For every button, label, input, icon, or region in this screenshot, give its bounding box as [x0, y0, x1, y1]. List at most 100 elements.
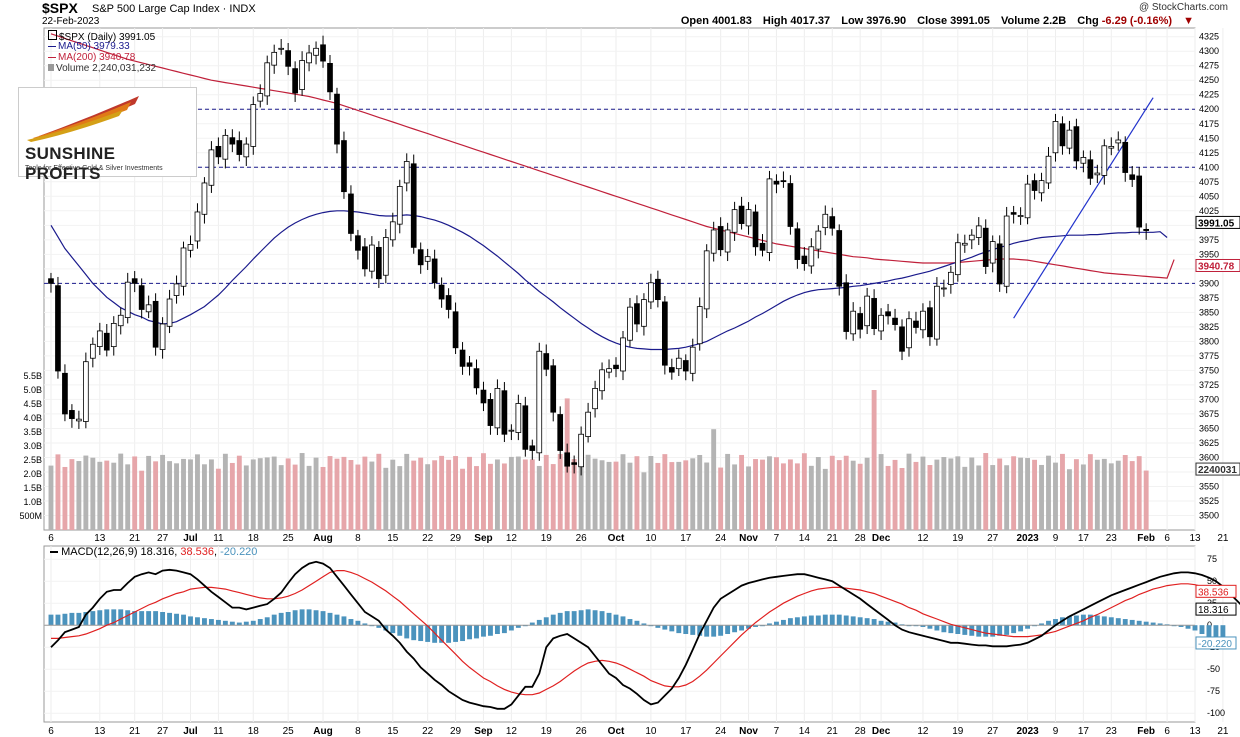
volume-bar — [871, 390, 877, 530]
volume-bar — [334, 458, 340, 530]
macd-hist-bar — [1101, 616, 1107, 626]
candle-body — [375, 246, 382, 280]
candle-body — [382, 237, 389, 276]
macd-hist-bar — [467, 625, 472, 640]
macd-hist-bar — [1025, 625, 1031, 629]
candle-body — [396, 186, 403, 225]
candle-body — [389, 221, 396, 241]
macd-hist-bar — [1066, 616, 1072, 626]
candle-body — [48, 278, 54, 284]
x-tick-label-macd: Oct — [608, 726, 625, 737]
macd-hist-bar — [62, 613, 68, 626]
macd-hist-bar — [690, 625, 696, 635]
candle-body — [487, 399, 494, 426]
y-tick-label: 3750 — [1199, 365, 1219, 375]
macd-value-tag: 18.316 — [1198, 605, 1229, 616]
x-tick-label-macd: 11 — [213, 726, 224, 737]
macd-hist-bar — [878, 620, 884, 626]
macd-hist-bar — [683, 625, 689, 634]
macd-hist-bar — [1053, 619, 1058, 626]
legend-ma200-text: MA(200) 3940.78 — [58, 52, 136, 63]
candle-body — [850, 310, 857, 335]
credit-text[interactable]: @ StockCharts.com — [1138, 2, 1228, 13]
macd-hist-bar — [320, 611, 326, 626]
volume-bar — [1066, 469, 1072, 530]
candle-body — [278, 47, 285, 50]
macd-hist-bar — [864, 618, 870, 626]
candle-body — [62, 372, 68, 415]
candle-body — [1087, 159, 1094, 179]
candle-body — [83, 361, 89, 422]
volume-bar — [592, 458, 598, 530]
x-tick-label-macd: Jul — [183, 726, 198, 737]
volume-bar — [543, 454, 549, 530]
macd-hist-bar — [334, 614, 340, 626]
legend-volume: Volume 2,240,031,232 — [48, 63, 156, 74]
macd-hist-bar — [529, 622, 535, 626]
candle-body — [299, 60, 305, 90]
open-label: Open — [680, 15, 709, 27]
macd-tick-label: 50 — [1207, 576, 1217, 586]
candle-body — [1136, 175, 1143, 228]
candle-body — [585, 411, 591, 437]
candle-body — [808, 246, 815, 267]
volume-bar — [1046, 455, 1051, 530]
candle-body — [264, 62, 271, 97]
close-value-tag: 3991.05 — [1198, 218, 1235, 229]
candle-body — [543, 353, 550, 370]
candle-body — [131, 278, 138, 284]
volume-bar — [641, 472, 647, 530]
macd-hist-bar — [160, 612, 166, 626]
volume-bar — [90, 457, 96, 530]
volume-bar — [913, 461, 919, 530]
candle-body — [180, 247, 187, 287]
candle-body — [954, 242, 961, 276]
macd-hist-bar — [871, 619, 877, 626]
candle-body — [996, 243, 1003, 285]
macd-hist-bar — [578, 610, 584, 626]
x-tick-label-macd: 18 — [248, 726, 260, 737]
legend-ma50: MA(50) 3979.33 — [48, 41, 130, 52]
volume-bar — [1060, 453, 1065, 530]
macd-hist-bar — [592, 610, 598, 626]
macd-signal-line — [51, 569, 1223, 696]
x-tick-label-macd: 21 — [827, 726, 839, 737]
volume-bar — [432, 460, 438, 530]
candle-body — [724, 229, 731, 253]
macd-hist-bar — [250, 620, 256, 626]
y-tick-label: 3975 — [1199, 235, 1219, 245]
volume-tick-label: 1.0B — [23, 497, 42, 507]
volume-bar — [550, 464, 556, 530]
candle-body — [822, 213, 829, 229]
candle-body — [222, 134, 229, 160]
candle-body — [438, 284, 445, 300]
hist-value: -20.220 — [220, 546, 258, 558]
macd-hist-bar — [739, 625, 745, 631]
volume-bar — [760, 459, 765, 530]
x-tick-label-macd: 26 — [576, 726, 588, 737]
volume-tick-label: 2.0B — [23, 469, 42, 479]
x-tick-label-macd: 10 — [645, 726, 657, 737]
volume-bar — [899, 467, 905, 530]
x-tick-label-macd: Feb — [1137, 726, 1155, 737]
x-tick-label-macd: Nov — [739, 726, 758, 737]
x-tick-label-macd: 17 — [1078, 726, 1090, 737]
macd-hist-bar — [376, 625, 382, 628]
x-tick-label: 17 — [1078, 533, 1090, 544]
y-tick-label: 4200 — [1199, 104, 1219, 114]
candle-body — [843, 282, 850, 332]
macd-hist-bar — [83, 612, 89, 626]
volume-bar — [264, 457, 270, 530]
volume-bar — [1122, 455, 1128, 530]
volume-bar — [808, 465, 814, 530]
volume-bar — [669, 462, 675, 530]
volume-bar — [1073, 459, 1079, 530]
macd-hist-bar — [1094, 615, 1100, 626]
macd-hist-bar — [1150, 622, 1156, 626]
macd-hist-bar — [955, 625, 961, 634]
candle-body — [306, 52, 312, 64]
macd-hist-bar — [125, 610, 131, 626]
volume-tick-label: 5.0B — [23, 385, 42, 395]
candle-body — [1017, 215, 1024, 218]
